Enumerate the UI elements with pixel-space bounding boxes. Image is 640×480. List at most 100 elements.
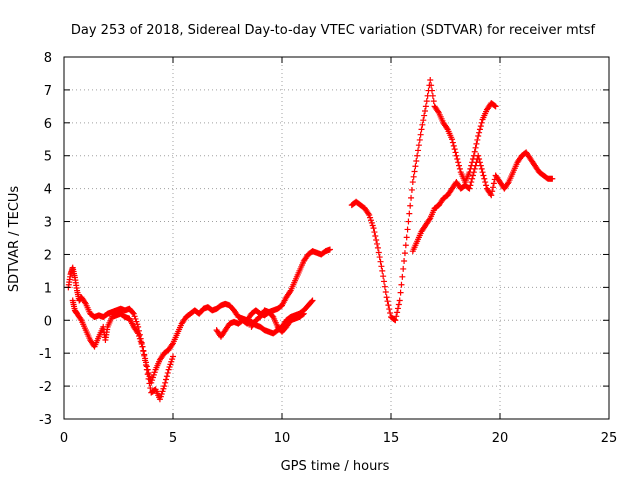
data-point-trail: [490, 184, 497, 191]
data-point-trail: [149, 377, 156, 384]
data-point-trail: [367, 214, 374, 221]
data-point-trail: [419, 121, 426, 128]
data-point: [418, 126, 425, 133]
data-point-trail: [138, 340, 145, 347]
data-point-trail: [380, 273, 387, 280]
data-point: [379, 267, 386, 274]
data-point-trail: [163, 376, 170, 383]
data-point-trail: [422, 107, 429, 114]
data-point-trail: [469, 172, 476, 179]
data-point-trail: [387, 310, 394, 317]
data-point-trail: [451, 146, 458, 153]
data-point-trail: [415, 142, 422, 149]
data-point-trail: [145, 375, 152, 382]
data-point-trail: [372, 233, 379, 240]
data-point-trail: [476, 156, 483, 163]
data-point-trail: [132, 315, 139, 322]
series-3: [248, 307, 307, 335]
data-point-trail: [476, 129, 483, 136]
data-point-trail: [378, 263, 385, 270]
data-point-trail: [367, 217, 374, 224]
x-tick-label: 10: [274, 431, 291, 446]
x-tick-label: 15: [383, 431, 400, 446]
data-point-trail: [160, 385, 167, 392]
data-point-trail: [407, 202, 414, 209]
data-point: [383, 294, 390, 301]
data-point-trail: [454, 156, 461, 163]
data-point-trail: [443, 125, 450, 132]
data-point-trail: [456, 165, 463, 172]
data-point-trail: [416, 136, 423, 143]
data-point-trail: [452, 149, 459, 156]
data-point-trail: [394, 309, 401, 316]
data-point-trail: [81, 299, 88, 306]
data-point: [475, 132, 482, 139]
data-point-trail: [141, 352, 148, 359]
data-point-trail: [381, 278, 388, 285]
data-point: [492, 103, 499, 110]
data-point-trail: [159, 388, 166, 395]
data-point-trail: [168, 358, 175, 365]
data-point-trail: [393, 313, 400, 320]
data-point-trail: [166, 364, 173, 371]
data-point-trail: [365, 210, 372, 217]
y-tick-labels: -3 -2 -1 0 1 2 3 4 5 6 7 8: [39, 51, 52, 428]
data-point-trail: [428, 87, 435, 94]
data-point-trail: [398, 281, 405, 288]
data-point-trail: [162, 379, 169, 386]
data-point-trail: [299, 311, 306, 318]
data-point-trail: [400, 265, 407, 272]
series-4: [348, 77, 499, 324]
data-point-trail: [478, 119, 485, 126]
data-point-trail: [450, 142, 457, 149]
data-point-trail: [408, 186, 415, 193]
data-point: [326, 246, 333, 253]
data-point-trail: [134, 321, 141, 328]
y-tick-label: -2: [39, 380, 52, 395]
data-point-trail: [146, 380, 153, 387]
data-point-trail: [474, 136, 481, 143]
data-point-trail: [158, 390, 165, 397]
data-point-trail: [423, 98, 430, 105]
y-tick-label: 1: [44, 281, 52, 296]
data-point-trail: [477, 162, 484, 169]
data-point: [139, 343, 146, 350]
chart-title: Day 253 of 2018, Sidereal Day-to-day VTE…: [71, 23, 596, 38]
data-point-trail: [428, 82, 435, 89]
data-point-trail: [140, 348, 147, 355]
data-point: [135, 330, 142, 337]
data-point: [549, 175, 556, 182]
data-point-trail: [371, 229, 378, 236]
data-point-trail: [377, 258, 384, 265]
data-point-trail: [476, 159, 483, 166]
data-point-trail: [477, 123, 484, 130]
data-point: [414, 152, 421, 159]
data-point-trail: [77, 315, 84, 322]
data-point: [466, 185, 473, 192]
data-point-trail: [424, 92, 431, 99]
data-point-trail: [478, 165, 485, 172]
y-tick-label: 0: [44, 314, 52, 329]
data-point: [366, 211, 373, 218]
data-point-trail: [375, 249, 382, 256]
data-point-trail: [467, 182, 474, 189]
data-point-trail: [129, 309, 136, 316]
data-point-trail: [144, 371, 151, 378]
data-point-trail: [421, 112, 428, 119]
data-point-trail: [426, 216, 433, 223]
data-point-trail: [134, 329, 141, 336]
data-point-trail: [403, 234, 410, 241]
data-point-trail: [386, 306, 393, 313]
data-point-trail: [471, 165, 478, 172]
data-point-trail: [435, 108, 442, 115]
y-axis-label: SDTVAR / TECUs: [7, 186, 22, 293]
data-point-trail: [374, 240, 381, 247]
data-point-trail: [150, 371, 157, 378]
data-point-trail: [145, 369, 152, 376]
data-point-trail: [412, 163, 419, 170]
data-point-trail: [491, 102, 498, 109]
data-point-trail: [468, 179, 475, 186]
data-point-trail: [169, 356, 176, 363]
data-series: [65, 77, 556, 403]
